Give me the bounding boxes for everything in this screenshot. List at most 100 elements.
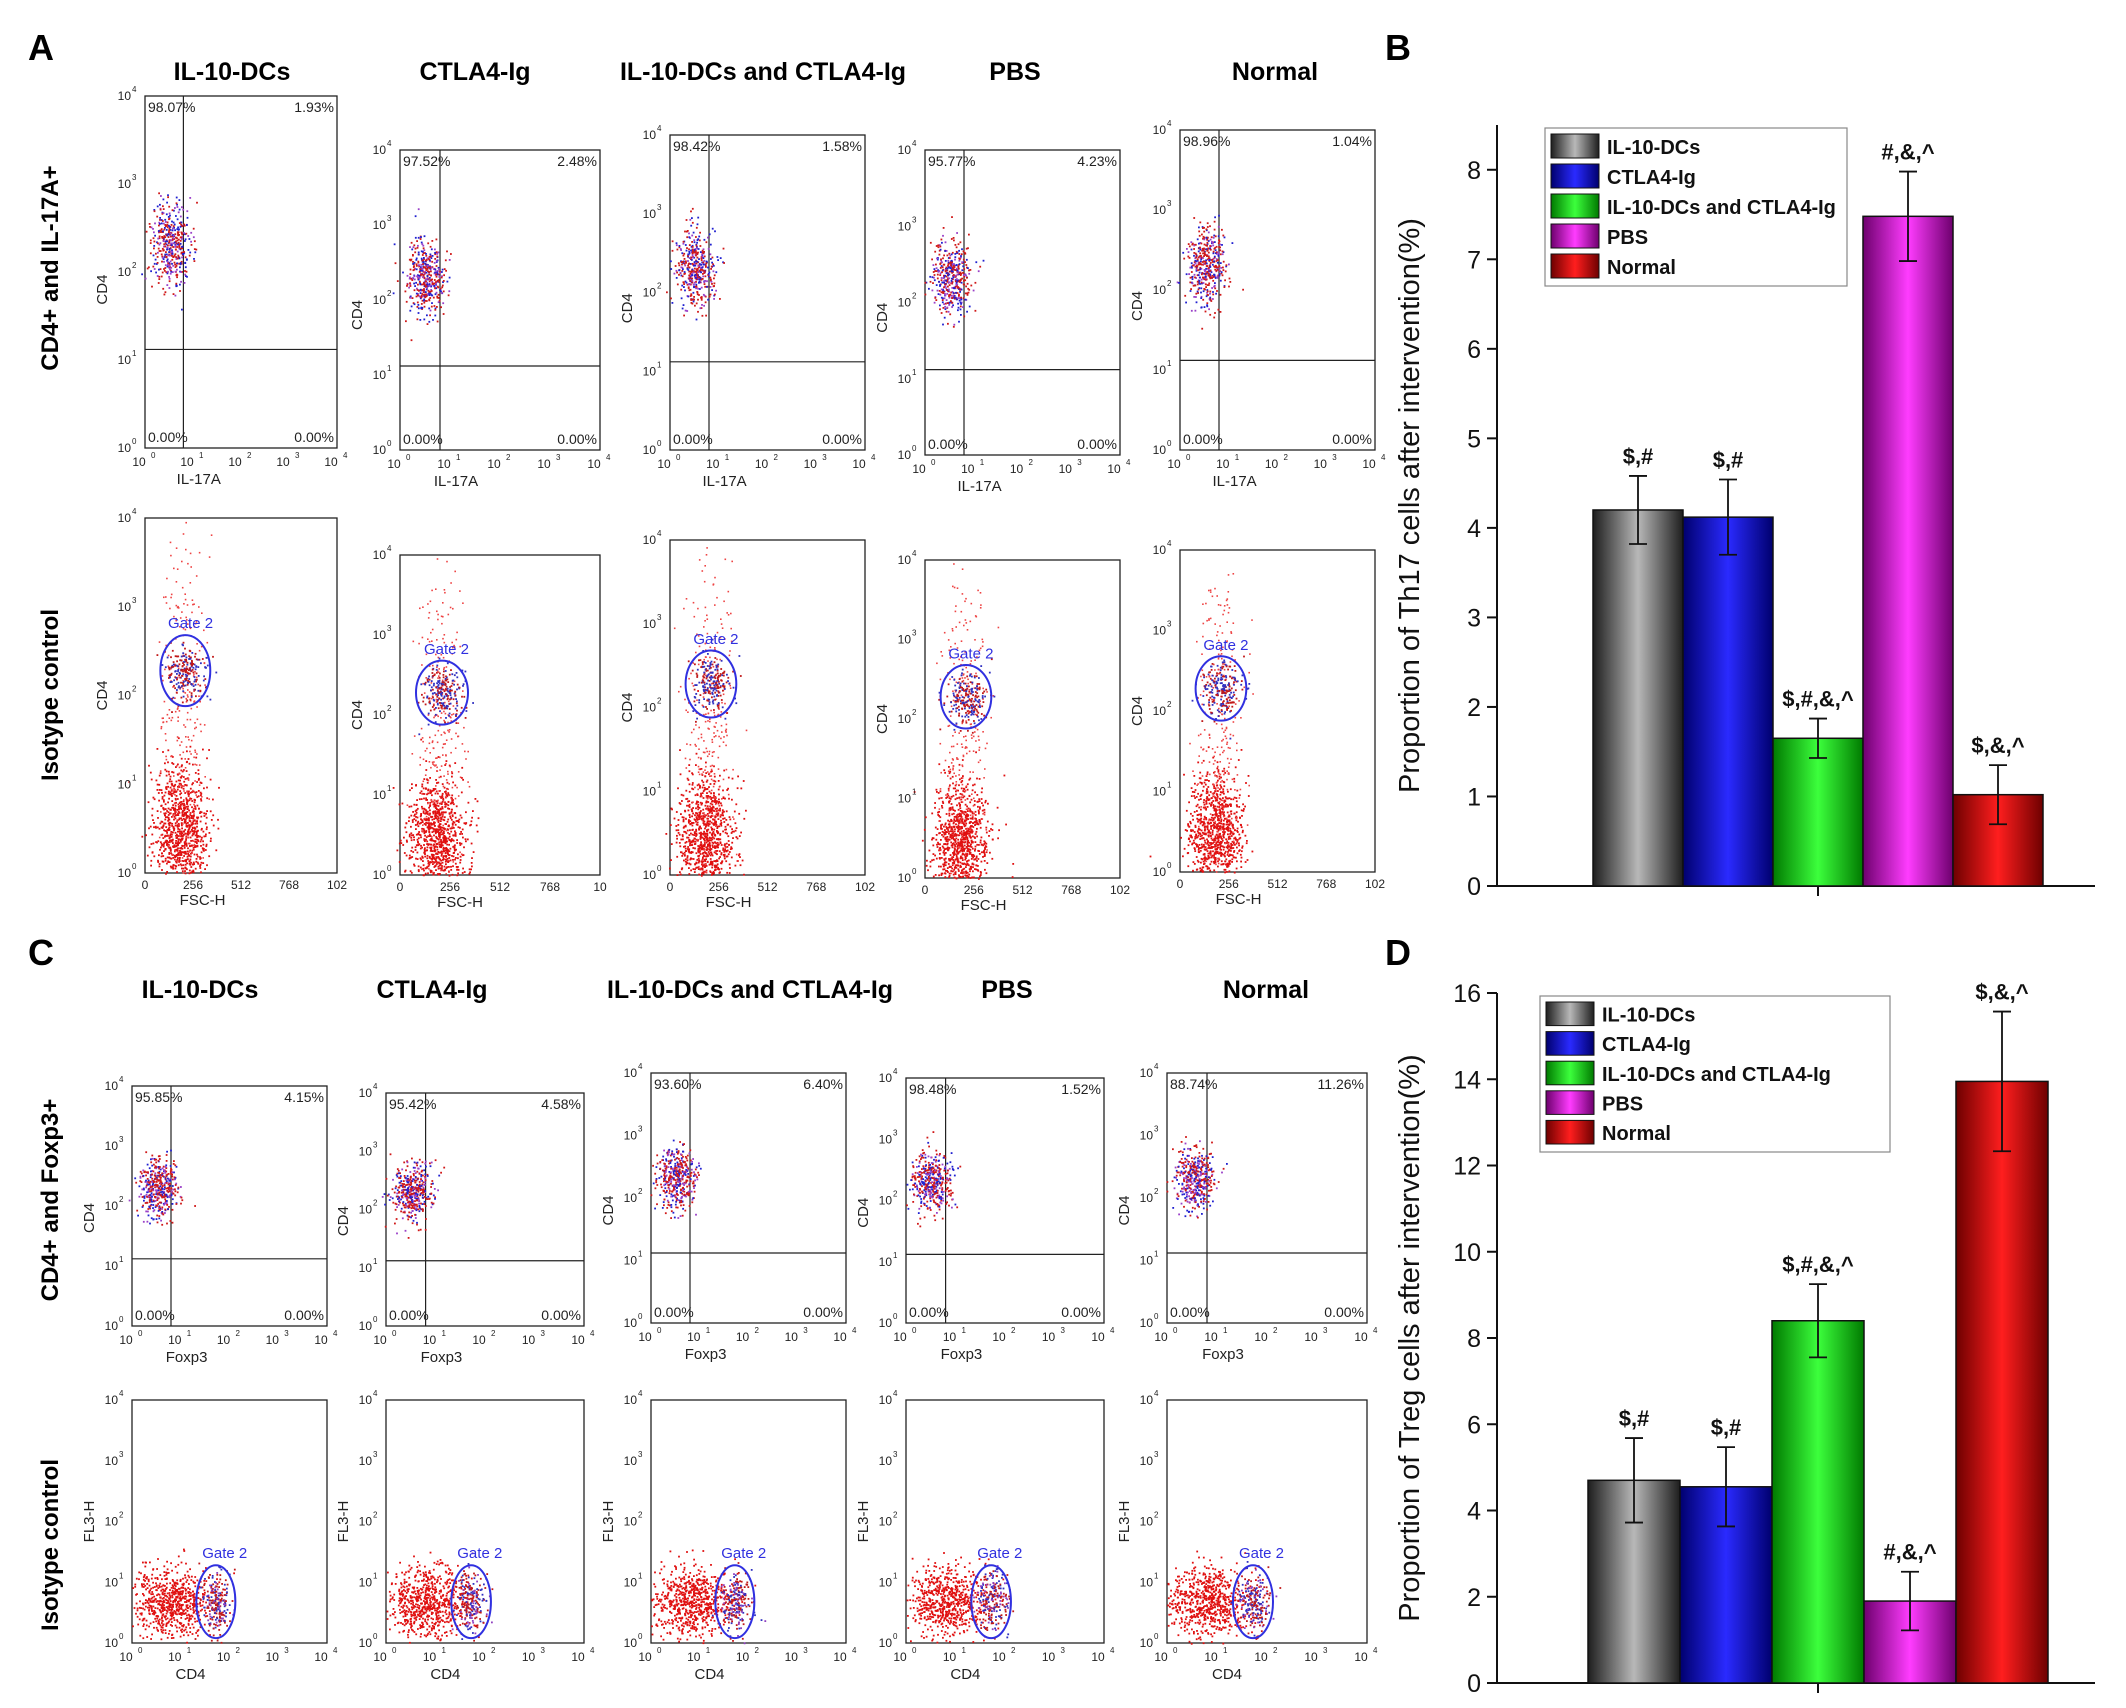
plot-frame bbox=[669, 134, 866, 451]
y-tick-label: 3 bbox=[1467, 604, 1481, 632]
x-tick-label: 10 bbox=[314, 1650, 328, 1664]
y-tick-label: 0 bbox=[1467, 1670, 1481, 1698]
plot-frame bbox=[385, 1092, 585, 1327]
y-tick-exponent: 3 bbox=[1154, 1450, 1159, 1459]
y-tick-label: 10 bbox=[105, 1575, 119, 1589]
x-tick-exponent: 2 bbox=[774, 453, 779, 462]
y-tick-exponent: 4 bbox=[119, 1389, 124, 1398]
x-tick-exponent: 0 bbox=[151, 451, 156, 460]
legend-entry: PBS bbox=[1602, 1093, 1643, 1115]
x-tick-exponent: 2 bbox=[755, 1326, 760, 1335]
y-tick-exponent: 2 bbox=[373, 1199, 378, 1208]
y-tick-label: 10 bbox=[118, 177, 132, 191]
x-tick-label: 10 bbox=[472, 1650, 486, 1664]
x-axis-label: CD4 bbox=[430, 1666, 460, 1683]
group-header: IL-10-DCs bbox=[174, 58, 291, 86]
y-tick-label: 10 bbox=[879, 1194, 893, 1208]
y-tick-label: 10 bbox=[879, 1636, 893, 1650]
quadrant-dot-plot: 88.74% 11.26%0.00% 0.00%10 010 010 110 110 210 2… bbox=[1116, 1062, 1378, 1363]
quadrant-lower-left-percent: 0.00% bbox=[403, 431, 443, 447]
y-tick-label: 10 bbox=[118, 265, 132, 279]
y-tick-label: 10 bbox=[1140, 1636, 1154, 1650]
y-axis-label: FL3-H bbox=[81, 1501, 98, 1543]
gate-outline bbox=[1194, 655, 1248, 722]
quadrant-lower-right-percent: 0.00% bbox=[1324, 1304, 1364, 1320]
y-axis-label: CD4 bbox=[94, 275, 111, 305]
x-tick-exponent: 3 bbox=[284, 1329, 289, 1338]
y-tick-label: 10 bbox=[1153, 865, 1167, 879]
y-tick-label: 10 bbox=[105, 1515, 119, 1529]
x-tick-label: 10 bbox=[1091, 1650, 1105, 1664]
y-tick-label: 10 bbox=[1140, 1066, 1154, 1080]
y-tick-exponent: 1 bbox=[387, 364, 392, 373]
y-tick-label: 10 bbox=[879, 1393, 893, 1407]
gate-outline bbox=[714, 1564, 756, 1640]
x-tick-label: 10 bbox=[638, 1650, 652, 1664]
y-tick-label: 10 bbox=[105, 1199, 119, 1213]
x-axis-label: IL-17A bbox=[434, 473, 478, 490]
gate-outline bbox=[970, 1564, 1012, 1640]
group-header: CTLA4-Ig bbox=[419, 58, 530, 86]
y-tick-label: 10 bbox=[643, 784, 657, 798]
event-cloud bbox=[386, 1551, 494, 1644]
quadrant-upper-right-percent: 1.58% bbox=[822, 138, 862, 154]
bar bbox=[1862, 215, 1954, 887]
y-tick-label: 10 bbox=[105, 1079, 119, 1093]
y-tick-label: 10 bbox=[624, 1129, 638, 1143]
y-axis-label: CD4 bbox=[600, 1195, 617, 1225]
panel-letter-a: A bbox=[28, 27, 54, 68]
y-tick-exponent: 2 bbox=[638, 1511, 643, 1520]
x-tick-label: 512 bbox=[1267, 877, 1287, 891]
x-tick-exponent: 0 bbox=[138, 1646, 143, 1655]
y-tick-label: 10 bbox=[624, 1066, 638, 1080]
y-tick-label: 2 bbox=[1467, 1584, 1481, 1612]
y-tick-label: 10 bbox=[898, 219, 912, 233]
x-tick-label: 768 bbox=[1316, 877, 1336, 891]
y-tick-label: 10 bbox=[898, 553, 912, 567]
event-cloud bbox=[1176, 214, 1244, 330]
x-tick-exponent: 1 bbox=[962, 1326, 967, 1335]
plot-frame bbox=[399, 149, 601, 451]
significance-label: $,#,&,^ bbox=[1782, 1252, 1854, 1277]
event-cloud bbox=[665, 547, 748, 877]
legend-swatch bbox=[1550, 133, 1600, 159]
y-tick-exponent: 1 bbox=[373, 1571, 378, 1580]
x-tick-label: 10 bbox=[736, 1330, 750, 1344]
x-tick-label: 10 bbox=[1059, 462, 1073, 476]
y-tick-exponent: 0 bbox=[119, 1315, 124, 1324]
quadrant-lower-right-percent: 0.00% bbox=[294, 429, 334, 445]
x-tick-exponent: 3 bbox=[822, 453, 827, 462]
x-tick-label: 10 bbox=[1254, 1650, 1268, 1664]
x-tick-label: 10 bbox=[522, 1333, 536, 1347]
bar-chart-th17: 0 1 2 3 4 5 6 7 8 $,# $,# $,#,&,^ #,&,^ $,&,^ Proporti… bbox=[1394, 125, 2095, 901]
bar bbox=[1955, 1080, 2049, 1684]
y-tick-label: 10 bbox=[1140, 1129, 1154, 1143]
x-tick-exponent: 0 bbox=[1173, 1646, 1178, 1655]
x-tick-exponent: 4 bbox=[1110, 1326, 1115, 1335]
quadrant-upper-right-percent: 4.23% bbox=[1077, 153, 1117, 169]
gate-outline bbox=[684, 649, 738, 719]
y-tick-exponent: 1 bbox=[638, 1250, 643, 1259]
x-tick-label: 768 bbox=[806, 880, 826, 894]
x-tick-exponent: 2 bbox=[1011, 1326, 1016, 1335]
y-tick-exponent: 1 bbox=[657, 780, 662, 789]
y-tick-exponent: 2 bbox=[387, 704, 392, 713]
y-tick-label: 10 bbox=[359, 1393, 373, 1407]
event-cloud bbox=[913, 563, 1015, 880]
y-tick-label: 10 bbox=[118, 89, 132, 103]
x-tick-label: 10 bbox=[593, 880, 607, 894]
gate-outline bbox=[195, 1564, 237, 1640]
y-tick-exponent: 4 bbox=[1167, 539, 1172, 548]
y-tick-label: 10 bbox=[898, 792, 912, 806]
y-tick-label: 10 bbox=[624, 1254, 638, 1268]
gate-label: Gate 2 bbox=[457, 1545, 502, 1562]
y-axis-label: FL3-H bbox=[600, 1501, 617, 1543]
x-tick-exponent: 4 bbox=[606, 453, 611, 462]
y-tick-exponent: 4 bbox=[132, 507, 137, 516]
y-tick-label: 10 bbox=[898, 143, 912, 157]
x-tick-exponent: 2 bbox=[236, 1646, 241, 1655]
quadrant-upper-left-percent: 98.07% bbox=[148, 99, 195, 115]
x-tick-exponent: 4 bbox=[1110, 1646, 1115, 1655]
x-tick-exponent: 3 bbox=[541, 1329, 546, 1338]
legend-entry: IL-10-DCs bbox=[1607, 137, 1700, 159]
